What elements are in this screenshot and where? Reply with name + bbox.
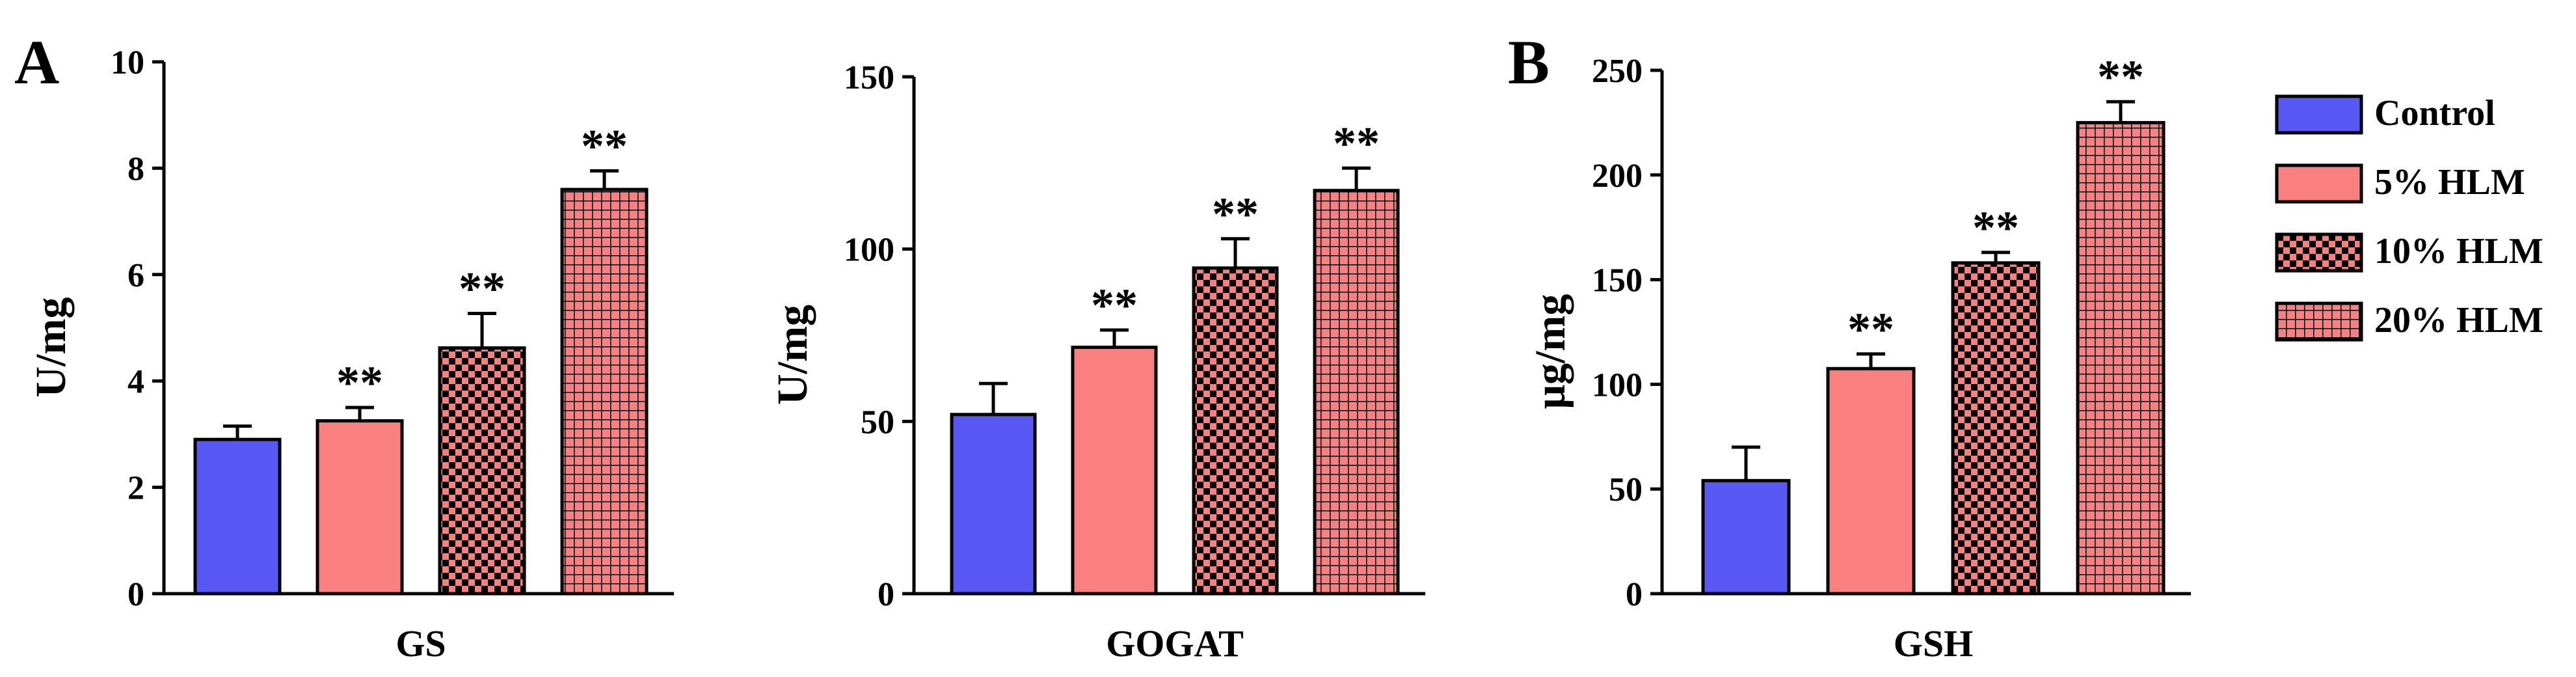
gogat-y-axis-label: U/mg bbox=[769, 305, 816, 405]
gs-y-tick-label: 8 bbox=[127, 150, 144, 187]
gs-significance-10pct-hlm: ** bbox=[459, 262, 505, 314]
gs-bar-20pct-hlm bbox=[560, 187, 649, 596]
gogat-bar-10pct-hlm bbox=[1192, 266, 1279, 596]
gsh-y-tick-label: 150 bbox=[1592, 262, 1643, 299]
legend-swatch-20pct-hlm bbox=[2275, 301, 2363, 342]
gogat-significance-20pct-hlm: ** bbox=[1333, 117, 1380, 169]
gs-significance-20pct-hlm: ** bbox=[581, 120, 628, 172]
gsh-y-axis-label: μg/mg bbox=[1527, 294, 1574, 409]
legend-swatch-5pct-hlm bbox=[2275, 163, 2363, 204]
legend: Control 5% HLM 10% HLM 20% HLM bbox=[2275, 93, 2543, 342]
gogat-y-tick-label: 150 bbox=[844, 59, 894, 96]
gs-significance-5pct-hlm: ** bbox=[336, 357, 383, 409]
gs-y-tick-label: 2 bbox=[127, 470, 144, 507]
gsh-x-axis-label: GSH bbox=[1894, 622, 1974, 665]
gsh-bar-control bbox=[1701, 478, 1791, 596]
gogat-bar-control bbox=[950, 413, 1037, 596]
gsh-bar-20pct-hlm bbox=[2076, 120, 2166, 596]
gogat-y-tick-label: 0 bbox=[878, 576, 894, 613]
gs-y-tick-label: 4 bbox=[127, 363, 144, 400]
legend-label-control: Control bbox=[2374, 93, 2495, 133]
gsh-y-tick-label: 0 bbox=[1626, 576, 1643, 613]
gs-bar-10pct-hlm bbox=[438, 346, 526, 596]
gogat-y-tick-label: 100 bbox=[844, 232, 894, 269]
gs-x-axis-label: GS bbox=[396, 622, 446, 665]
gogat-significance-10pct-hlm: ** bbox=[1212, 188, 1259, 240]
gsh-bar-5pct-hlm bbox=[1826, 366, 1916, 596]
gogat-y-tick-label: 50 bbox=[861, 404, 894, 441]
gsh-significance-20pct-hlm: ** bbox=[2097, 51, 2144, 103]
gsh-y-tick-label: 100 bbox=[1592, 366, 1643, 404]
panel-label-b: B bbox=[1508, 27, 1550, 97]
gogat-bar-5pct-hlm bbox=[1071, 346, 1158, 596]
legend-swatch-control bbox=[2275, 94, 2363, 135]
gs-bar-5pct-hlm bbox=[315, 419, 404, 596]
gsh-y-tick-label: 250 bbox=[1592, 53, 1643, 90]
gsh-significance-10pct-hlm: ** bbox=[1972, 202, 2019, 254]
gs-y-tick-label: 0 bbox=[127, 576, 144, 613]
legend-label-5pct-hlm: 5% HLM bbox=[2374, 162, 2525, 202]
gsh-bar-10pct-hlm bbox=[1951, 261, 2041, 596]
gsh-significance-5pct-hlm: ** bbox=[1847, 303, 1894, 355]
gogat-x-axis-label: GOGAT bbox=[1106, 622, 1244, 665]
gogat-chart: ** ** ** 0 50 100 150 U/mg GOGAT bbox=[769, 59, 1425, 665]
gs-y-axis-label: U/mg bbox=[27, 297, 75, 398]
panel-label-a: A bbox=[14, 27, 59, 97]
gs-y-tick-label: 10 bbox=[111, 44, 144, 81]
legend-label-20pct-hlm: 20% HLM bbox=[2374, 300, 2543, 340]
legend-label-10pct-hlm: 10% HLM bbox=[2374, 231, 2543, 271]
gs-bar-control bbox=[193, 437, 282, 596]
gsh-chart: ** ** ** 0 50 100 150 200 250 μg/mg GSH bbox=[1527, 51, 2191, 665]
gogat-bar-20pct-hlm bbox=[1313, 189, 1400, 596]
gs-chart: ** ** ** 0 2 4 6 8 10 U/mg GS bbox=[27, 44, 674, 665]
gogat-significance-5pct-hlm: ** bbox=[1091, 279, 1138, 331]
gsh-y-tick-label: 50 bbox=[1609, 471, 1643, 508]
gsh-y-tick-label: 200 bbox=[1592, 158, 1643, 195]
legend-swatch-10pct-hlm bbox=[2275, 232, 2363, 273]
gs-y-tick-label: 6 bbox=[127, 257, 144, 294]
